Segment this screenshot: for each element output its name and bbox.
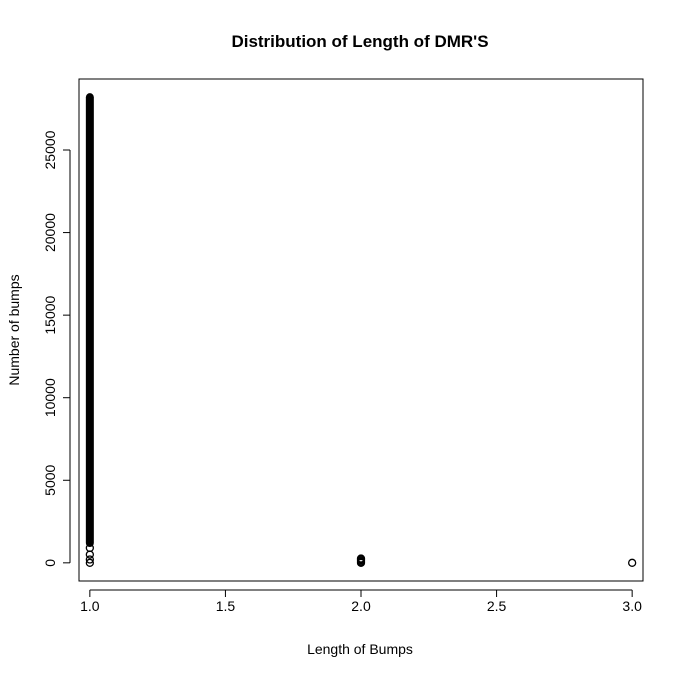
data-point <box>85 550 94 559</box>
x-axis-label: Length of Bumps <box>307 641 413 657</box>
x-axis: 1.0 1.5 2.0 2.5 3.0 <box>80 589 642 614</box>
plot-frame <box>78 78 644 582</box>
y-tick-label: 20000 <box>42 213 58 252</box>
data-point <box>85 555 94 564</box>
x-tick-label: 2.5 <box>487 598 507 614</box>
x-tick-label: 3.0 <box>622 598 642 614</box>
x-tick-label: 2.0 <box>351 598 371 614</box>
y-axis-label: Number of bumps <box>6 274 22 385</box>
y-axis: 0 5000 10000 15000 20000 25000 <box>42 130 71 567</box>
data-point <box>85 558 94 567</box>
chart-title: Distribution of Length of DMR'S <box>231 32 488 51</box>
y-tick-label: 0 <box>42 559 58 567</box>
data-point <box>356 554 366 563</box>
y-tick-label: 10000 <box>42 378 58 417</box>
y-tick-label: 25000 <box>42 130 58 169</box>
x-tick-label: 1.5 <box>216 598 236 614</box>
data-points <box>85 93 637 567</box>
y-tick-label: 5000 <box>42 464 58 495</box>
y-tick-label: 15000 <box>42 295 58 334</box>
data-point <box>628 558 637 567</box>
x-tick-label: 1.0 <box>80 598 100 614</box>
